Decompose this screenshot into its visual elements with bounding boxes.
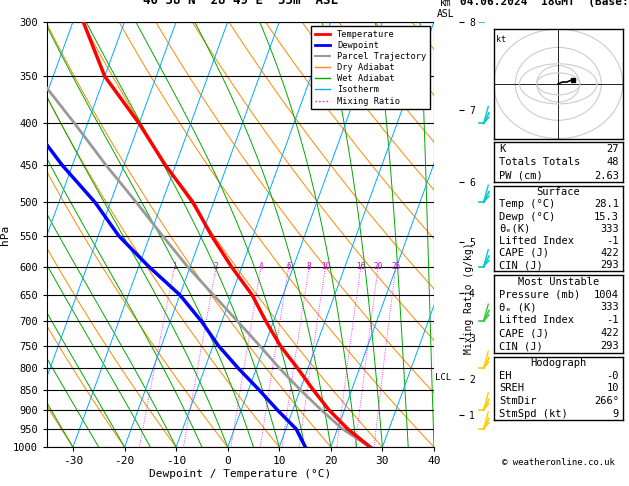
Text: -0: -0 [606, 371, 619, 381]
Text: Dewp (°C): Dewp (°C) [499, 211, 555, 222]
Text: K: K [499, 144, 505, 154]
Text: Mixing Ratio (g/kg): Mixing Ratio (g/kg) [464, 243, 474, 354]
Text: 293: 293 [600, 260, 619, 270]
Text: 422: 422 [600, 329, 619, 338]
Text: 20: 20 [374, 262, 383, 271]
Y-axis label: hPa: hPa [1, 225, 10, 244]
Text: -1: -1 [606, 315, 619, 326]
Text: km
ASL: km ASL [437, 0, 454, 19]
Text: CIN (J): CIN (J) [499, 260, 543, 270]
Text: Most Unstable: Most Unstable [518, 277, 599, 287]
Text: 266°: 266° [594, 396, 619, 406]
Text: CAPE (J): CAPE (J) [499, 329, 549, 338]
Text: kt: kt [496, 35, 506, 44]
Text: 16: 16 [356, 262, 365, 271]
Text: 40°58'N  28°49'E  55m  ASL: 40°58'N 28°49'E 55m ASL [143, 0, 338, 7]
Text: 333: 333 [600, 302, 619, 312]
Text: 293: 293 [600, 341, 619, 351]
Text: Hodograph: Hodograph [530, 358, 586, 368]
Text: 4: 4 [259, 262, 264, 271]
Text: Lifted Index: Lifted Index [499, 315, 574, 326]
Text: EH: EH [499, 371, 511, 381]
Text: 10: 10 [606, 383, 619, 393]
Text: Lifted Index: Lifted Index [499, 236, 574, 246]
Text: 9: 9 [613, 409, 619, 418]
X-axis label: Dewpoint / Temperature (°C): Dewpoint / Temperature (°C) [150, 469, 331, 479]
Text: StmSpd (kt): StmSpd (kt) [499, 409, 568, 418]
Text: SREH: SREH [499, 383, 524, 393]
Text: 1004: 1004 [594, 290, 619, 299]
Text: Surface: Surface [537, 187, 580, 197]
Text: 25: 25 [391, 262, 401, 271]
Text: 27: 27 [606, 144, 619, 154]
Text: 15.3: 15.3 [594, 211, 619, 222]
Text: 333: 333 [600, 224, 619, 234]
Text: 28.1: 28.1 [594, 199, 619, 209]
Text: Pressure (mb): Pressure (mb) [499, 290, 580, 299]
Legend: Temperature, Dewpoint, Parcel Trajectory, Dry Adiabat, Wet Adiabat, Isotherm, Mi: Temperature, Dewpoint, Parcel Trajectory… [311, 26, 430, 109]
Text: 04.06.2024  18GMT  (Base: 12): 04.06.2024 18GMT (Base: 12) [460, 0, 629, 7]
Text: CAPE (J): CAPE (J) [499, 248, 549, 258]
Text: 8: 8 [307, 262, 311, 271]
Text: 48: 48 [606, 157, 619, 167]
Text: θₑ(K): θₑ(K) [499, 224, 530, 234]
Text: LCL: LCL [435, 373, 452, 382]
Text: Temp (°C): Temp (°C) [499, 199, 555, 209]
Text: θₑ (K): θₑ (K) [499, 302, 537, 312]
Text: 10: 10 [321, 262, 330, 271]
Text: 422: 422 [600, 248, 619, 258]
Text: Totals Totals: Totals Totals [499, 157, 580, 167]
Text: 2: 2 [214, 262, 218, 271]
Text: © weatheronline.co.uk: © weatheronline.co.uk [502, 457, 615, 467]
Text: StmDir: StmDir [499, 396, 537, 406]
Text: 1: 1 [172, 262, 177, 271]
Text: 6: 6 [286, 262, 291, 271]
Text: 2.63: 2.63 [594, 171, 619, 181]
Text: PW (cm): PW (cm) [499, 171, 543, 181]
Text: CIN (J): CIN (J) [499, 341, 543, 351]
Text: -1: -1 [606, 236, 619, 246]
